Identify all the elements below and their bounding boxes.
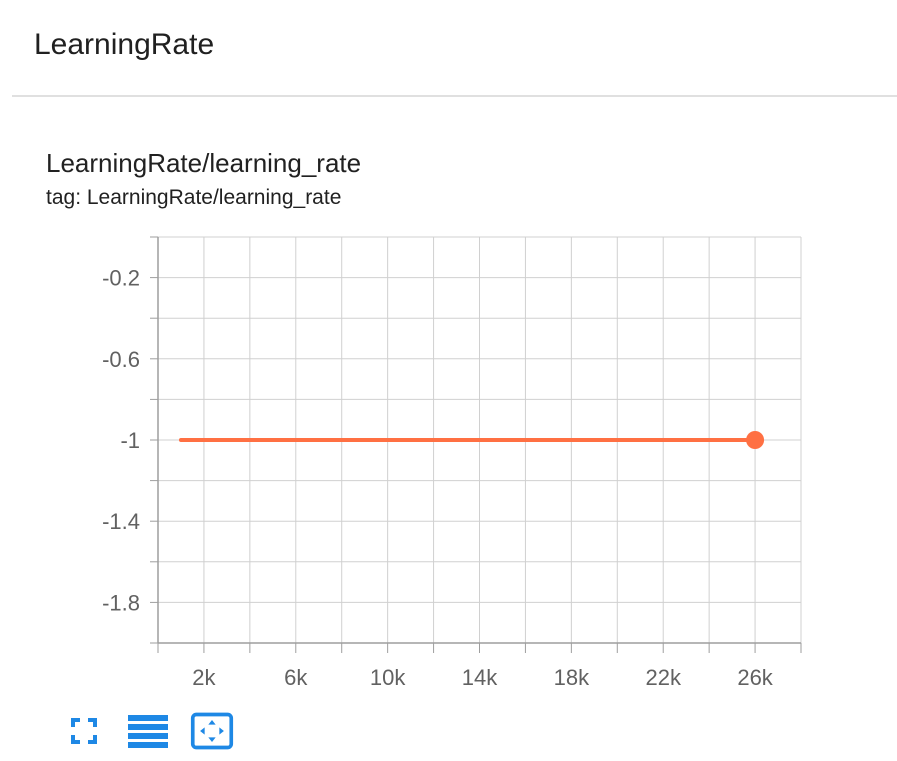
y-tick-label: -0.6	[102, 347, 140, 372]
card-title: LearningRate/learning_rate	[46, 148, 362, 178]
fit-domain-icon	[190, 712, 234, 750]
x-tick-label: 22k	[645, 665, 681, 690]
section-divider	[12, 95, 897, 97]
chart-tick-labels: 2k 6k 10k 14k 18k 22k 26k -0.2 -0.6 -1 -1.4 -1.8	[102, 266, 774, 690]
data-table-icon	[128, 715, 168, 748]
scalar-card: LearningRate/learning_rate tag: Learning…	[0, 100, 897, 761]
x-tick-label: 14k	[462, 665, 498, 690]
x-tick-label: 18k	[554, 665, 590, 690]
fit-domain-button[interactable]	[190, 709, 234, 753]
x-tick-label: 26k	[737, 665, 773, 690]
y-tick-label: -1	[120, 428, 140, 453]
chart-axes	[150, 236, 802, 653]
fullscreen-button[interactable]	[62, 709, 106, 753]
y-tick-label: -1.8	[102, 590, 140, 615]
fullscreen-icon	[71, 718, 97, 744]
line-chart[interactable]: 2k 6k 10k 14k 18k 22k 26k -0.2 -0.6 -1 -1.4 -1.8	[0, 100, 897, 700]
x-tick-label: 6k	[284, 665, 308, 690]
card-tag: tag: LearningRate/learning_rate	[46, 186, 342, 209]
data-table-button[interactable]	[126, 709, 170, 753]
chart-series	[178, 431, 765, 449]
series-end-point	[746, 431, 765, 449]
y-tick-label: -0.2	[102, 266, 140, 291]
x-tick-label: 10k	[370, 665, 406, 690]
y-tick-label: -1.4	[102, 509, 140, 534]
card-toolbar	[62, 709, 254, 753]
x-tick-label: 2k	[192, 665, 216, 690]
section-title: LearningRate	[34, 28, 215, 61]
